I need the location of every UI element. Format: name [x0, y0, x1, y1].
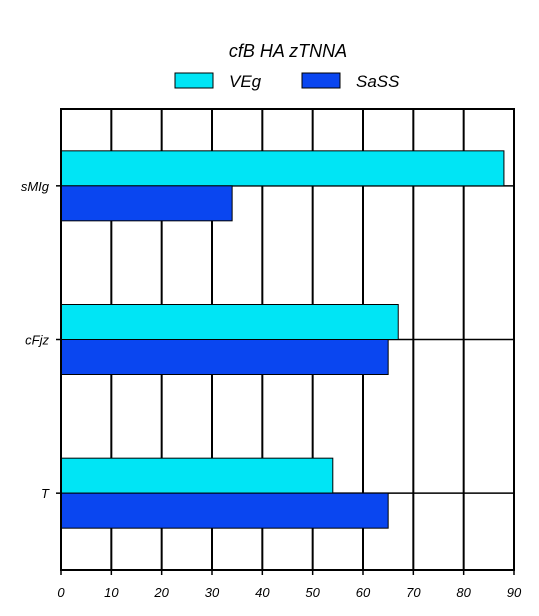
bars: [60, 150, 505, 529]
x-tick-label: 80: [456, 585, 471, 600]
x-axis-ticks: 0 10 20 30 40 50 60 70 80 90: [57, 570, 522, 600]
bar-veg-1: [60, 304, 399, 340]
x-tick-label: 10: [104, 585, 119, 600]
legend: VEg SaSS: [174, 72, 400, 91]
legend-swatch-sass: [301, 72, 341, 89]
x-tick-label: 60: [356, 585, 371, 600]
legend-label-veg: VEg: [229, 72, 262, 91]
y-axis-categories: sMIg cFjz T: [21, 179, 61, 501]
category-label: T: [41, 486, 50, 501]
x-tick-label: 40: [255, 585, 270, 600]
category-label: sMIg: [21, 179, 50, 194]
bar-veg-0: [60, 150, 505, 187]
x-tick-label: 20: [153, 585, 169, 600]
category-label: cFjz: [25, 333, 49, 348]
x-tick-label: 90: [507, 585, 522, 600]
bar-veg-2: [60, 457, 334, 494]
bar-sass-2: [60, 492, 389, 529]
legend-swatch-veg: [174, 72, 214, 89]
bar-sass-1: [60, 339, 389, 375]
x-tick-label: 0: [57, 585, 65, 600]
x-tick-label: 70: [406, 585, 421, 600]
bar-sass-0: [60, 185, 233, 222]
legend-label-sass: SaSS: [356, 72, 400, 91]
x-tick-label: 50: [305, 585, 320, 600]
chart-title: cfB HA zTNNA: [229, 41, 347, 61]
x-tick-label: 30: [205, 585, 220, 600]
